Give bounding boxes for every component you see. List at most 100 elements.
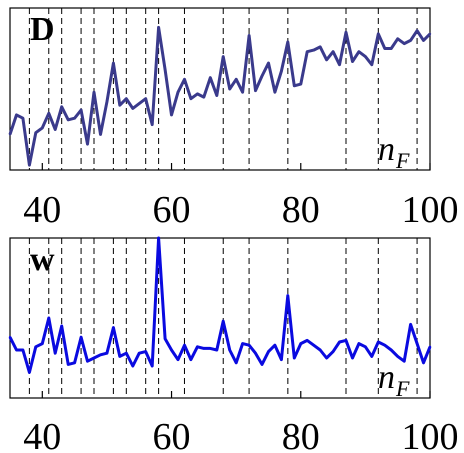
panel-label: D xyxy=(30,11,55,48)
data-point xyxy=(293,84,296,88)
data-point xyxy=(396,37,399,40)
series-line xyxy=(8,25,432,167)
data-point xyxy=(377,340,380,344)
data-point xyxy=(183,344,186,347)
data-point xyxy=(267,61,270,65)
data-point xyxy=(131,364,134,368)
data-point xyxy=(34,131,37,134)
data-point xyxy=(280,358,283,361)
data-point xyxy=(428,345,432,348)
data-point xyxy=(202,95,205,99)
data-point xyxy=(273,344,277,347)
data-point xyxy=(260,74,264,78)
data-point xyxy=(8,336,12,339)
data-point xyxy=(222,320,225,323)
x-tick-label: 40 xyxy=(23,189,61,231)
data-point xyxy=(47,112,50,115)
data-point xyxy=(293,356,296,360)
data-point xyxy=(118,104,122,107)
data-point xyxy=(351,356,354,360)
data-point xyxy=(60,105,63,109)
data-point xyxy=(364,55,367,58)
data-point xyxy=(228,87,231,91)
data-point xyxy=(54,352,57,355)
x-tick-label: 100 xyxy=(402,416,459,453)
data-point xyxy=(151,123,154,126)
data-point xyxy=(267,350,270,353)
plot-frame xyxy=(9,237,431,399)
data-point xyxy=(383,344,386,347)
data-point xyxy=(196,345,199,348)
data-point xyxy=(299,342,302,345)
data-point xyxy=(15,348,18,352)
data-point xyxy=(390,348,393,352)
data-point xyxy=(280,70,283,73)
data-point xyxy=(415,342,419,345)
data-point xyxy=(144,350,147,353)
data-point xyxy=(370,63,373,66)
data-point xyxy=(67,118,70,122)
data-point xyxy=(47,316,50,320)
data-point xyxy=(202,347,205,350)
data-point xyxy=(409,323,412,326)
data-point xyxy=(99,133,102,136)
data-point xyxy=(125,97,128,100)
data-point xyxy=(422,361,425,364)
x-tick-label: 40 xyxy=(23,416,61,453)
data-point xyxy=(112,61,115,65)
data-point xyxy=(415,29,419,32)
data-point xyxy=(92,356,96,360)
data-point xyxy=(157,236,160,240)
data-point xyxy=(34,345,37,348)
data-point xyxy=(241,342,244,345)
data-point xyxy=(189,97,193,100)
data-point xyxy=(215,94,218,97)
data-point xyxy=(338,63,341,66)
panel-label: w xyxy=(30,241,55,278)
data-point xyxy=(118,355,122,358)
axis-variable-subscript: F xyxy=(395,148,410,173)
data-point xyxy=(131,107,134,110)
data-point xyxy=(312,48,315,52)
data-point xyxy=(67,363,70,366)
data-point xyxy=(21,117,25,120)
data-point xyxy=(176,358,180,361)
data-point xyxy=(8,133,12,136)
data-point xyxy=(260,363,264,366)
data-point xyxy=(319,45,322,49)
data-point xyxy=(86,360,89,363)
x-tick-label: 80 xyxy=(282,416,320,453)
data-point xyxy=(241,91,244,94)
data-point xyxy=(254,352,257,355)
data-point xyxy=(112,326,115,329)
data-point xyxy=(28,163,31,167)
data-point xyxy=(370,355,373,358)
data-point xyxy=(99,353,102,356)
data-point xyxy=(383,47,386,50)
data-point xyxy=(286,294,289,297)
data-point xyxy=(144,97,147,100)
data-point xyxy=(235,78,238,81)
data-point xyxy=(196,92,199,96)
data-point xyxy=(377,32,380,36)
data-point xyxy=(183,78,186,81)
data-point xyxy=(209,347,212,350)
data-point xyxy=(286,40,289,44)
data-point xyxy=(79,336,83,339)
data-point xyxy=(125,352,128,355)
data-point xyxy=(157,26,160,29)
data-point xyxy=(92,91,96,94)
data-point xyxy=(138,102,141,105)
x-tick-label: 100 xyxy=(402,189,459,231)
data-point xyxy=(215,348,218,352)
data-point xyxy=(306,50,309,53)
data-point xyxy=(403,360,406,363)
series-line xyxy=(8,236,432,374)
panel-top: 40 60 80 100 Dn F xyxy=(8,7,459,231)
x-tick-label: 80 xyxy=(282,189,320,231)
data-point xyxy=(21,348,25,352)
data-point xyxy=(28,371,31,374)
data-point xyxy=(351,60,354,63)
data-point xyxy=(409,39,412,42)
